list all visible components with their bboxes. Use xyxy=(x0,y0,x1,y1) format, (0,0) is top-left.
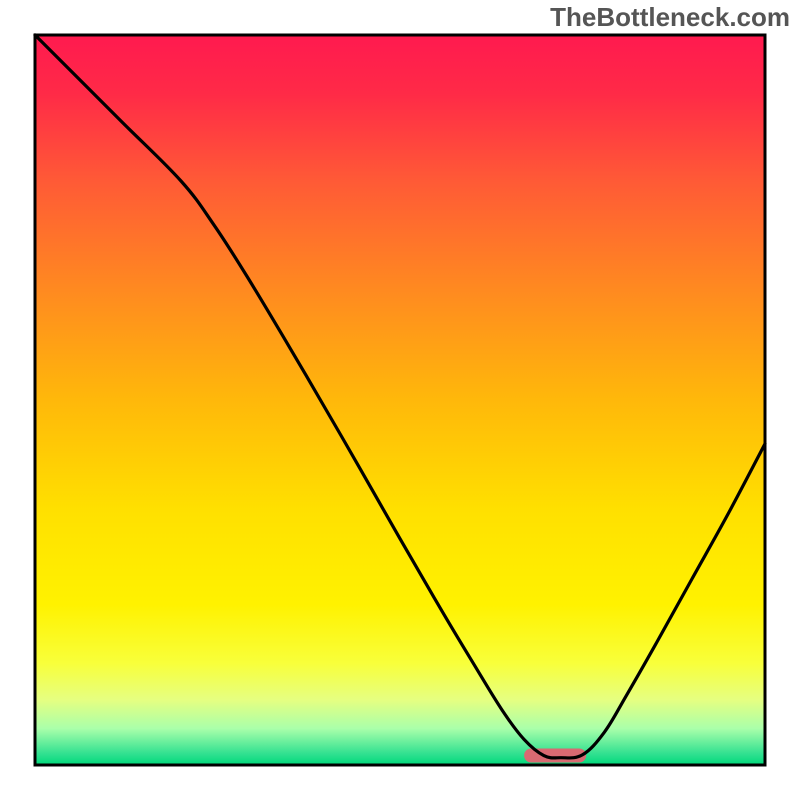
watermark-text: TheBottleneck.com xyxy=(550,2,790,33)
bottleneck-chart xyxy=(0,0,800,800)
